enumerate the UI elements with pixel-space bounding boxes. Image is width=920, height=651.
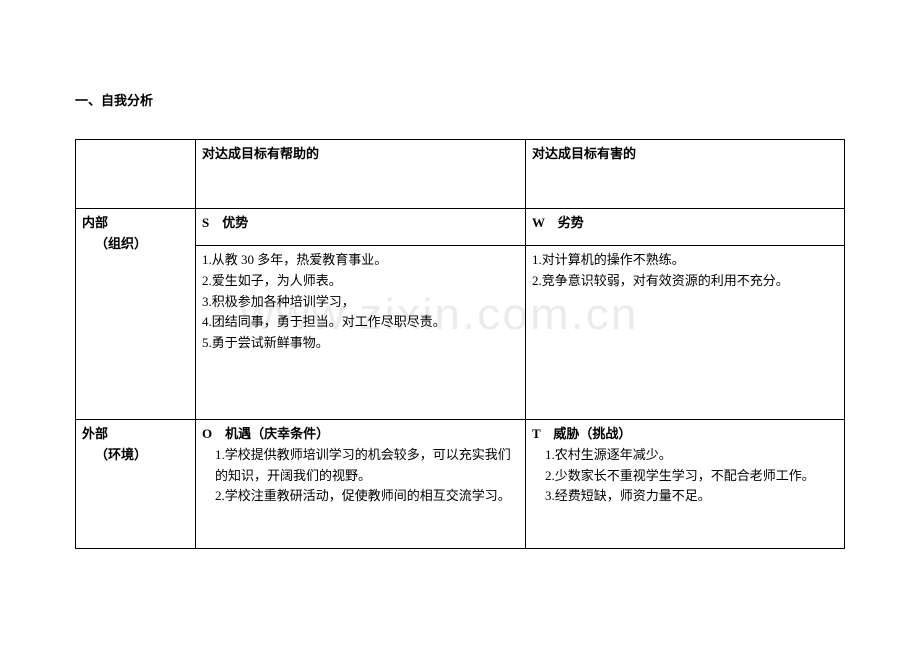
header-helpful: 对达成目标有帮助的 (196, 140, 526, 209)
t-item: 3.经费短缺，师资力量不足。 (532, 486, 838, 507)
internal-line2: （组织） (82, 234, 189, 255)
s-item: 1.从教 30 多年，热爱教育事业。 (202, 250, 519, 271)
internal-line1: 内部 (82, 213, 189, 234)
o-item: 2.学校注重教研活动，促使教师间的相互交流学习。 (202, 486, 519, 507)
section-heading: 一、自我分析 (75, 90, 845, 109)
o-item: 1.学校提供教师培训学习的机会较多，可以充实我们的知识，开阔我们的视野。 (202, 445, 519, 487)
opportunity-label: O 机遇（庆幸条件） (202, 424, 519, 445)
weakness-cell: 1.对计算机的操作不熟练。 2.竞争意识较弱，对有效资源的利用不充分。 (526, 246, 845, 420)
w-item: 1.对计算机的操作不熟练。 (532, 250, 838, 271)
t-item: 1.农村生源逐年减少。 (532, 445, 838, 466)
swot-table: 对达成目标有帮助的 对达成目标有害的 内部 （组织） S 优势 W 劣势 1.从… (75, 139, 845, 549)
threat-cell: T 威胁（挑战） 1.农村生源逐年减少。 2.少数家长不重视学生学习，不配合老师… (526, 420, 845, 549)
table-header-row: 对达成目标有帮助的 对达成目标有害的 (76, 140, 845, 209)
s-item: 2.爱生如子，为人师表。 (202, 271, 519, 292)
s-item: 4.团结同事，勇于担当。对工作尽职尽责。 (202, 312, 519, 333)
t-item: 2.少数家长不重视学生学习，不配合老师工作。 (532, 466, 838, 487)
external-label-cell: 外部 （环境） (76, 420, 196, 549)
opportunity-cell: O 机遇（庆幸条件） 1.学校提供教师培训学习的机会较多，可以充实我们的知识，开… (196, 420, 526, 549)
header-blank (76, 140, 196, 209)
header-harmful: 对达成目标有害的 (526, 140, 845, 209)
threat-label: T 威胁（挑战） (532, 424, 838, 445)
w-item: 2.竞争意识较弱，对有效资源的利用不充分。 (532, 271, 838, 292)
s-item: 5.勇于尝试新鲜事物。 (202, 333, 519, 354)
strength-label: S 优势 (196, 209, 526, 246)
weakness-label: W 劣势 (526, 209, 845, 246)
external-row: 外部 （环境） O 机遇（庆幸条件） 1.学校提供教师培训学习的机会较多，可以充… (76, 420, 845, 549)
external-line2: （环境） (82, 445, 189, 466)
internal-label-row: 内部 （组织） S 优势 W 劣势 (76, 209, 845, 246)
external-line1: 外部 (82, 424, 189, 445)
internal-label-cell: 内部 （组织） (76, 209, 196, 420)
strength-cell: 1.从教 30 多年，热爱教育事业。 2.爱生如子，为人师表。 3.积极参加各种… (196, 246, 526, 420)
s-item: 3.积极参加各种培训学习， (202, 292, 519, 313)
